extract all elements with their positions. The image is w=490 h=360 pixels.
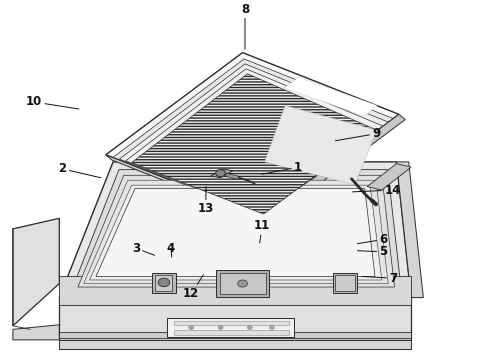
Text: 5: 5	[357, 245, 388, 258]
Polygon shape	[333, 273, 357, 293]
Text: 8: 8	[241, 3, 249, 49]
Polygon shape	[113, 59, 393, 216]
Text: 2: 2	[58, 162, 101, 178]
Polygon shape	[335, 275, 355, 291]
Polygon shape	[211, 169, 233, 178]
Text: 11: 11	[254, 219, 270, 243]
Polygon shape	[216, 270, 270, 297]
Circle shape	[158, 278, 170, 287]
Text: 10: 10	[26, 95, 79, 109]
Polygon shape	[225, 173, 239, 180]
Polygon shape	[262, 114, 405, 222]
Polygon shape	[59, 296, 411, 340]
Circle shape	[189, 326, 194, 329]
Polygon shape	[84, 180, 388, 284]
Polygon shape	[90, 185, 382, 280]
Polygon shape	[167, 318, 294, 337]
Circle shape	[247, 326, 252, 329]
Circle shape	[238, 280, 247, 287]
Polygon shape	[126, 69, 383, 215]
Polygon shape	[152, 273, 175, 293]
Polygon shape	[174, 330, 289, 335]
Text: 12: 12	[183, 275, 203, 300]
Text: 9: 9	[335, 127, 380, 141]
Polygon shape	[120, 64, 388, 216]
Polygon shape	[78, 175, 394, 287]
Text: 3: 3	[132, 242, 155, 255]
Polygon shape	[59, 332, 411, 338]
Text: 14: 14	[352, 184, 401, 197]
Polygon shape	[396, 162, 423, 298]
Polygon shape	[13, 325, 59, 340]
Polygon shape	[59, 340, 411, 349]
Polygon shape	[220, 273, 266, 294]
Circle shape	[270, 326, 274, 329]
Polygon shape	[265, 105, 377, 185]
Polygon shape	[106, 155, 269, 222]
Polygon shape	[155, 275, 172, 291]
Polygon shape	[132, 74, 377, 214]
Polygon shape	[13, 218, 59, 326]
Polygon shape	[106, 53, 399, 216]
Text: 13: 13	[198, 186, 214, 215]
Circle shape	[218, 326, 223, 329]
Text: 1: 1	[262, 161, 302, 174]
Polygon shape	[367, 164, 411, 190]
Text: 7: 7	[362, 272, 397, 285]
Polygon shape	[59, 162, 411, 298]
Polygon shape	[72, 170, 401, 291]
Polygon shape	[174, 321, 289, 325]
Polygon shape	[59, 276, 411, 305]
Text: 6: 6	[357, 233, 388, 246]
Circle shape	[216, 170, 225, 177]
Text: 4: 4	[167, 242, 175, 257]
Polygon shape	[284, 77, 377, 116]
Polygon shape	[96, 188, 375, 276]
